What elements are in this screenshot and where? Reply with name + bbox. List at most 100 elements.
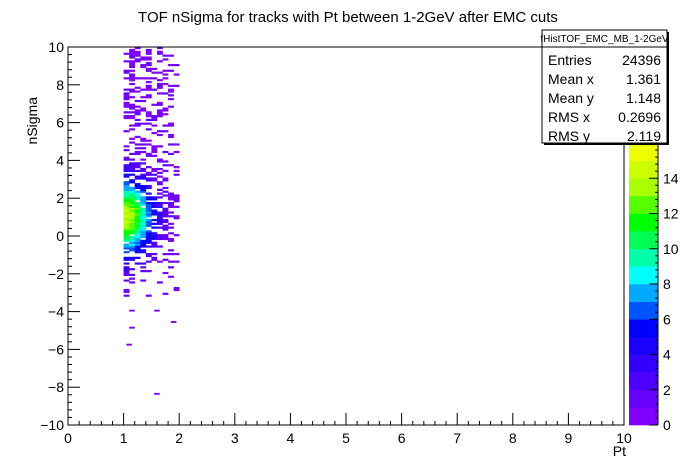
heatmap-cell	[134, 105, 141, 108]
heatmap-cell	[156, 111, 163, 114]
heatmap-cell	[129, 213, 136, 216]
heatmap-cell	[151, 213, 158, 216]
heatmap-cell	[156, 188, 163, 191]
heatmap-cell	[129, 188, 136, 191]
heatmap-cell	[151, 209, 158, 212]
heatmap-cell	[134, 224, 141, 227]
y-tick-label: 4	[56, 152, 64, 168]
y-tick-label: −10	[40, 417, 64, 433]
heatmap-cell	[156, 50, 163, 53]
heatmap-cell	[129, 268, 136, 271]
heatmap-cell	[129, 162, 136, 165]
heatmap-cell	[123, 164, 130, 167]
heatmap-cell	[162, 237, 169, 241]
heatmap-cell	[162, 234, 169, 237]
heatmap-cell	[123, 105, 130, 108]
heatmap-cell	[123, 156, 130, 159]
heatmap-cell	[173, 73, 180, 76]
heatmap-cell	[129, 50, 136, 53]
heatmap-cell	[123, 247, 130, 250]
heatmap-cell	[145, 94, 152, 97]
x-tick-label: 8	[509, 430, 517, 446]
heatmap-cell	[145, 139, 152, 142]
heatmap-cell	[151, 198, 158, 201]
heatmap-cell	[134, 47, 141, 50]
heatmap-cell	[134, 113, 141, 116]
heatmap-cell	[162, 215, 169, 218]
heatmap-cell	[123, 270, 130, 273]
heatmap-cell	[134, 226, 141, 229]
heatmap-cell	[173, 196, 180, 199]
heatmap-cell	[162, 213, 169, 216]
heatmap-cell	[140, 222, 147, 225]
heatmap-cell	[168, 122, 174, 125]
heatmap-cell	[151, 177, 158, 180]
heatmap-cell	[162, 124, 169, 127]
heatmap-cell	[156, 109, 163, 112]
heatmap-cell	[145, 232, 152, 235]
outlier-cell	[129, 326, 135, 329]
heatmap-cell	[156, 237, 163, 241]
heatmap-cell	[134, 194, 141, 197]
heatmap-cell	[162, 160, 169, 163]
heatmap-cell	[162, 73, 169, 76]
heatmap-cell	[134, 77, 141, 80]
heatmap-cell	[156, 101, 163, 104]
heatmap-cell	[162, 228, 169, 231]
heatmap-cell	[168, 105, 174, 108]
heatmap-cell	[123, 213, 130, 216]
heatmap-cell	[134, 58, 141, 61]
heatmap-cell	[151, 218, 158, 222]
palette-band	[629, 195, 658, 214]
heatmap-cell	[134, 209, 141, 212]
heatmap-cell	[123, 228, 130, 231]
heatmap-cell	[145, 96, 152, 99]
heatmap-cell	[140, 241, 147, 244]
heatmap-cell	[162, 177, 169, 180]
heatmap-cell	[151, 145, 158, 148]
heatmap-cell	[134, 169, 141, 173]
heatmap-cell	[162, 220, 169, 224]
y-tick-label: −8	[48, 379, 64, 395]
heatmap-cell	[134, 166, 141, 169]
heatmap-cell	[173, 84, 180, 87]
heatmap-cell	[123, 69, 130, 72]
heatmap-cell	[129, 164, 136, 167]
heatmap-cell	[156, 222, 163, 225]
x-tick-label: 0	[64, 430, 72, 446]
heatmap-cell	[134, 192, 141, 195]
heatmap-cell	[140, 64, 147, 67]
heatmap-cell	[145, 84, 152, 87]
heatmap-cell	[123, 52, 130, 55]
outlier-cell	[154, 392, 160, 395]
heatmap-cell	[140, 236, 147, 239]
heatmap-cell	[162, 211, 169, 214]
heatmap-cell	[145, 253, 152, 256]
heatmap-cell	[129, 96, 136, 99]
palette-band	[629, 178, 658, 197]
heatmap-cell	[129, 239, 136, 242]
heatmap-cell	[140, 203, 147, 207]
heatmap-cell	[134, 143, 141, 146]
z-tick-label: 8	[663, 276, 671, 292]
heatmap-cell	[123, 190, 130, 193]
heatmap-cell	[140, 147, 147, 150]
heatmap-cell	[123, 200, 130, 203]
heatmap-cell	[151, 211, 158, 214]
heatmap-cell	[168, 90, 174, 93]
heatmap-cell	[151, 253, 158, 256]
x-tick-label: 2	[175, 430, 183, 446]
chart-title: TOF nSigma for tracks with Pt between 1-…	[138, 9, 558, 26]
heatmap-cell	[129, 281, 136, 284]
heatmap-cell	[145, 239, 152, 242]
heatmap-cell	[168, 143, 174, 146]
heatmap-cell	[129, 243, 136, 246]
heatmap-cell	[145, 294, 152, 297]
heatmap-cell	[129, 54, 136, 57]
heatmap-cell	[151, 115, 158, 118]
stats-row-value: 1.148	[626, 90, 661, 106]
heatmap-cell	[123, 266, 130, 269]
heatmap-cell	[129, 230, 136, 233]
heatmap-cell	[140, 99, 147, 103]
heatmap-cell	[145, 218, 152, 222]
